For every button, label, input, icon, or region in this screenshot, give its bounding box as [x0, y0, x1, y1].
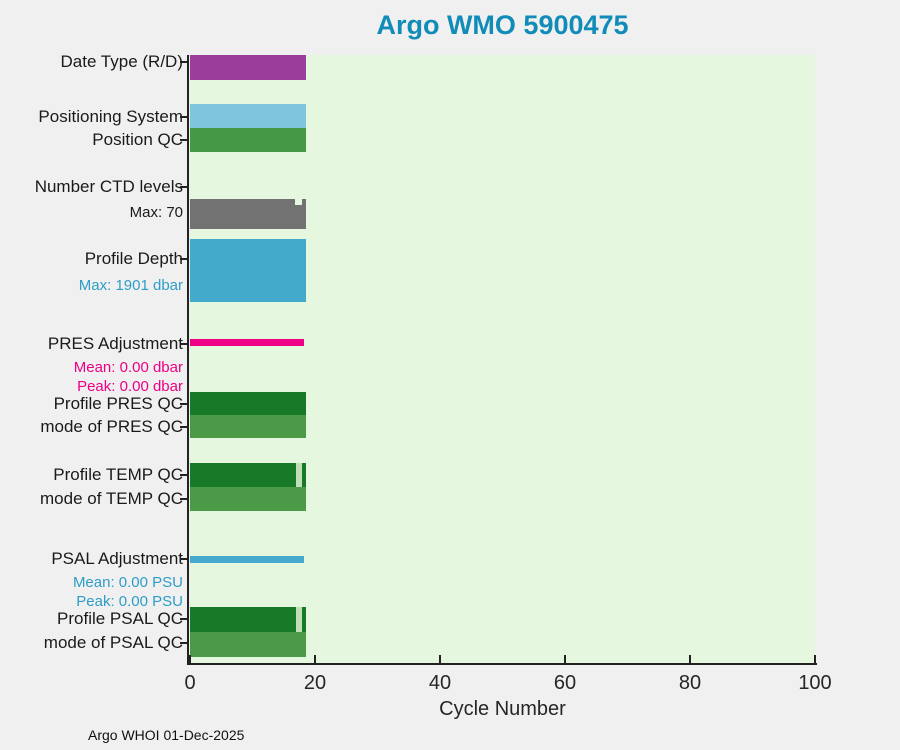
- bar-notch-number-ctd-levels: [295, 199, 302, 205]
- ytick-mode-psal-qc: [180, 642, 187, 644]
- bar-profile-depth: [190, 239, 307, 302]
- footer-credit: Argo WHOI 01-Dec-2025: [88, 727, 245, 743]
- xtick-label-0: 0: [184, 672, 196, 694]
- xtick-mark-40: [439, 655, 441, 663]
- y-axis-line: [187, 55, 189, 665]
- row-label-psal-adjustment: PSAL Adjustment: [51, 549, 183, 568]
- ytick-profile-temp-qc: [180, 474, 187, 476]
- row-label-profile-depth: Profile Depth: [84, 249, 183, 268]
- xtick-mark-60: [564, 655, 566, 663]
- bar-number-ctd-levels: [190, 199, 307, 229]
- row-sublabel-number-ctd-levels-0: Max: 70: [129, 204, 183, 221]
- xtick-label-20: 20: [303, 672, 327, 694]
- xtick-label-60: 60: [553, 672, 577, 694]
- xtick-mark-100: [814, 655, 816, 663]
- bar-mode-psal-qc: [190, 632, 307, 657]
- bar-profile-pres-qc: [190, 392, 307, 415]
- xtick-mark-20: [314, 655, 316, 663]
- bar-position-qc: [190, 128, 307, 152]
- ytick-mode-temp-qc: [180, 498, 187, 500]
- row-label-pres-adjustment: PRES Adjustment: [47, 334, 183, 353]
- ytick-profile-pres-qc: [180, 403, 187, 405]
- ytick-psal-adjustment: [180, 558, 187, 560]
- row-sublabel-profile-depth-0: Max: 1901 dbar: [78, 277, 183, 294]
- ytick-positioning-system: [180, 116, 187, 118]
- bar-stripe-profile-temp-qc: [296, 463, 302, 487]
- x-axis-line: [187, 663, 817, 665]
- xtick-label-40: 40: [428, 672, 452, 694]
- bar-profile-psal-qc: [190, 607, 307, 632]
- x-axis-title: Cycle Number: [439, 698, 566, 720]
- row-label-mode-temp-qc: mode of TEMP QC: [40, 489, 183, 508]
- ytick-number-ctd-levels: [180, 186, 187, 188]
- ytick-mode-pres-qc: [180, 426, 187, 428]
- ytick-position-qc: [180, 139, 187, 141]
- bar-profile-temp-qc: [190, 463, 307, 487]
- xtick-label-100: 100: [798, 672, 832, 694]
- row-sublabel-psal-adjustment-0: Mean: 0.00 PSU: [72, 574, 183, 591]
- ytick-date-type: [180, 61, 187, 63]
- row-label-number-ctd-levels: Number CTD levels: [34, 177, 183, 196]
- xtick-mark-0: [189, 655, 191, 663]
- xtick-mark-80: [689, 655, 691, 663]
- bar-positioning-system: [190, 104, 307, 128]
- ytick-profile-psal-qc: [180, 618, 187, 620]
- row-label-profile-pres-qc: Profile PRES QC: [53, 394, 183, 413]
- chart-title: Argo WMO 5900475: [376, 10, 629, 40]
- row-label-mode-pres-qc: mode of PRES QC: [40, 417, 183, 436]
- row-label-positioning-system: Positioning System: [38, 107, 183, 126]
- row-sublabel-pres-adjustment-1: Peak: 0.00 dbar: [77, 378, 183, 395]
- row-label-mode-psal-qc: mode of PSAL QC: [43, 633, 183, 652]
- row-label-date-type: Date Type (R/D): [60, 52, 183, 71]
- xtick-label-80: 80: [678, 672, 702, 694]
- row-label-profile-psal-qc: Profile PSAL QC: [57, 609, 183, 628]
- row-label-position-qc: Position QC: [92, 130, 183, 149]
- bar-mode-temp-qc: [190, 487, 307, 511]
- bar-psal-adjustment: [190, 556, 304, 563]
- bar-mode-pres-qc: [190, 415, 307, 438]
- bar-date-type: [190, 55, 307, 80]
- ytick-profile-depth: [180, 258, 187, 260]
- row-sublabel-psal-adjustment-1: Peak: 0.00 PSU: [76, 593, 183, 610]
- row-sublabel-pres-adjustment-0: Mean: 0.00 dbar: [73, 359, 183, 376]
- row-label-profile-temp-qc: Profile TEMP QC: [53, 465, 183, 484]
- ytick-pres-adjustment: [180, 343, 187, 345]
- bar-stripe-profile-psal-qc: [296, 607, 302, 632]
- plot-area: [189, 55, 816, 663]
- bar-pres-adjustment: [190, 339, 304, 346]
